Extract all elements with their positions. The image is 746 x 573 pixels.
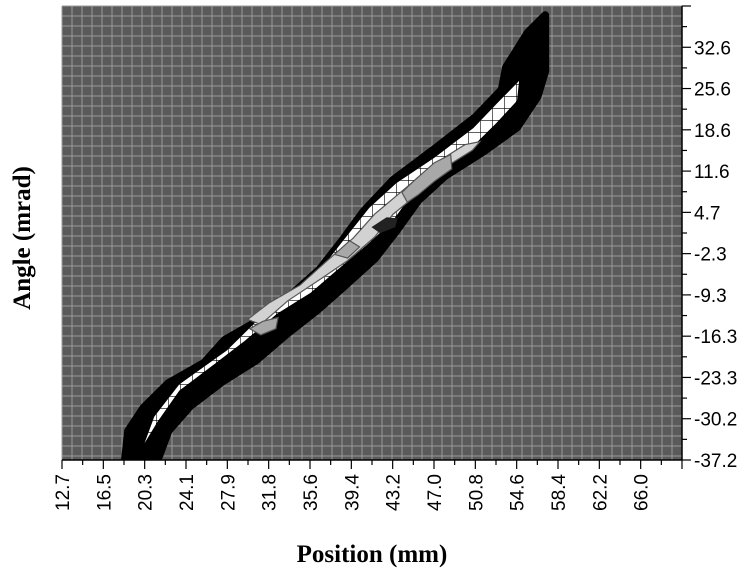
x-tick-label: 27.9 (218, 474, 239, 511)
x-tick-label: 54.6 (508, 474, 529, 511)
x-tick-label: 50.8 (466, 474, 487, 511)
y-axis-title: Angle (mrad) (9, 166, 36, 310)
x-tick-label: 35.6 (301, 474, 322, 511)
y-tick-label: -9.3 (694, 286, 727, 307)
y-tick-label: -30.2 (694, 410, 737, 431)
y-tick-label: -37.2 (694, 451, 737, 472)
contour-core-3 (401, 153, 453, 204)
plot-area (61, 5, 683, 460)
x-tick-label: 39.4 (342, 474, 363, 511)
x-tick-label: 20.3 (136, 474, 157, 511)
x-axis-title: Position (mm) (297, 541, 448, 568)
axes: 12.7 16.5 20.3 24.1 27.9 31.8 35.6 39.4 43.2 47.0… (53, 5, 737, 511)
x-tick-label: 58.4 (549, 474, 570, 511)
y-tick-label: 25.6 (694, 80, 731, 101)
y-tick-label: -2.3 (694, 245, 727, 266)
x-tick-label: 16.5 (94, 474, 115, 511)
y-tick-label: -16.3 (694, 327, 737, 348)
contour-peak-6 (371, 217, 398, 234)
x-axis-ticks: 12.7 16.5 20.3 24.1 27.9 31.8 35.6 39.4 43.2 47.0… (53, 460, 683, 511)
x-tick-label: 43.2 (384, 474, 405, 511)
y-tick-label: 4.7 (694, 203, 720, 224)
y-axis-ticks: 32.6 25.6 18.6 11.6 4.7 -2.3 -9.3 -16.3 -23.3 -30… (682, 5, 737, 472)
contour-core-5 (333, 239, 361, 259)
x-tick-label: 47.0 (425, 474, 446, 511)
y-tick-label: 11.6 (694, 162, 730, 183)
grid-lines (61, 5, 683, 460)
x-tick-label: 24.1 (177, 474, 198, 511)
contour-core-4 (248, 316, 279, 336)
x-tick-label: 66.0 (632, 474, 653, 511)
x-tick-label: 62.2 (590, 474, 611, 511)
x-tick-label: 31.8 (260, 474, 281, 511)
y-tick-label: 18.6 (694, 121, 731, 142)
x-tick-label: 12.7 (53, 474, 74, 511)
y-tick-label: -23.3 (694, 368, 737, 389)
y-tick-label: 32.6 (694, 38, 731, 59)
contour-layer (121, 11, 550, 460)
